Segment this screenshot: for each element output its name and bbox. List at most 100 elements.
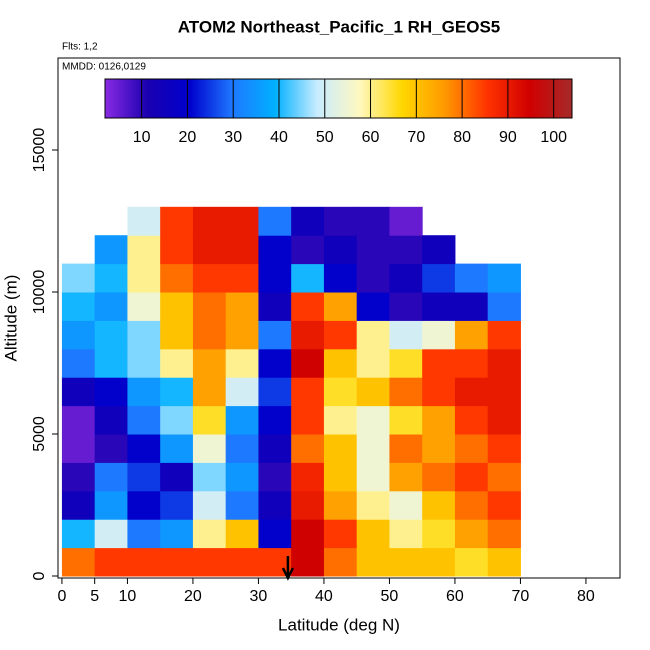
heatmap-cell — [192, 519, 227, 549]
heatmap-cell — [291, 377, 325, 407]
heatmap-cell — [487, 377, 521, 407]
heatmap-cell — [356, 434, 390, 463]
heatmap-cell — [323, 348, 358, 378]
heatmap-cell — [291, 519, 325, 549]
heatmap-cell — [94, 235, 128, 265]
heatmap-cell — [487, 292, 521, 321]
heatmap-cell — [258, 519, 292, 549]
heatmap-cell — [356, 235, 390, 265]
colorbar-tick-label: 50 — [316, 129, 334, 146]
heatmap-cell — [225, 405, 259, 435]
heatmap-cell — [160, 462, 194, 492]
heatmap-cell — [61, 519, 96, 549]
heatmap-cell — [61, 320, 96, 350]
annotation-box — [59, 59, 151, 73]
heatmap-cell — [192, 405, 227, 435]
heatmap-cell — [323, 320, 358, 350]
heatmap-cell — [323, 206, 358, 236]
heatmap-cell — [291, 206, 325, 236]
heatmap-cell — [356, 490, 390, 520]
dates-note: MMDD: 0126,0129 — [62, 62, 146, 73]
heatmap-cell — [291, 434, 325, 463]
heatmap-cell — [192, 292, 227, 321]
heatmap-cell — [61, 490, 96, 520]
heatmap-cell — [291, 462, 325, 492]
heatmap-cell — [160, 490, 194, 520]
heatmap-cell — [323, 292, 358, 321]
heatmap-cell — [225, 377, 259, 407]
heatmap-cell — [160, 405, 194, 435]
heatmap-cell — [422, 519, 456, 549]
heatmap-cell — [323, 547, 358, 577]
heatmap-cell — [127, 405, 161, 435]
heatmap-cell — [291, 348, 325, 378]
heatmap-cell — [454, 348, 489, 378]
colorbar-tick-label: 90 — [499, 129, 517, 146]
heatmap-cell — [454, 490, 489, 520]
heatmap-cell — [422, 348, 456, 378]
heatmap-cell — [225, 206, 259, 236]
heatmap-cell — [422, 405, 456, 435]
heatmap-cell — [422, 434, 456, 463]
heatmap-cell — [487, 519, 521, 549]
heatmap-cell — [127, 263, 161, 293]
heatmap-cell — [61, 547, 96, 577]
heatmap-cell — [323, 519, 358, 549]
heatmap-cell — [323, 263, 358, 293]
heatmap-cell — [127, 235, 161, 265]
heatmap-cell — [323, 235, 358, 265]
heatmap-cell — [356, 263, 390, 293]
heatmap-cell — [422, 462, 456, 492]
heatmap-cell — [94, 519, 128, 549]
heatmap-cell — [192, 348, 227, 378]
heatmap-cell — [323, 377, 358, 407]
heatmap-cell — [258, 490, 292, 520]
heatmap-cell — [94, 320, 128, 350]
arrow-head — [281, 567, 295, 581]
heatmap-cell — [258, 462, 292, 492]
heatmap-cell — [127, 547, 161, 577]
heatmap-cell — [225, 490, 259, 520]
heatmap-cell — [487, 348, 521, 378]
heatmap-cell — [94, 377, 128, 407]
heatmap-cell — [487, 462, 521, 492]
heatmap-cell — [389, 519, 423, 549]
heatmap-cell — [94, 263, 128, 293]
heatmap-cell — [258, 405, 292, 435]
heatmap-cell — [160, 206, 194, 236]
heatmap-cell — [192, 462, 227, 492]
heatmap-cell — [487, 490, 521, 520]
heatmap-cell — [225, 547, 259, 577]
colorbar — [104, 78, 573, 119]
heatmap-cell — [389, 547, 423, 577]
heatmap-cell — [454, 434, 489, 463]
colorbar-tick-label: 70 — [407, 129, 425, 146]
heatmap-cell — [258, 434, 292, 463]
colorbar-tick-label: 10 — [133, 129, 151, 146]
heatmap-cell — [258, 377, 292, 407]
heatmap-cell — [389, 206, 423, 236]
colorbar-tick-label: 40 — [270, 129, 288, 146]
heatmap-cell — [291, 547, 325, 577]
heatmap-cell — [454, 320, 489, 350]
heatmap-cell — [356, 320, 390, 350]
heatmap-cell — [389, 434, 423, 463]
heatmap-cell — [389, 377, 423, 407]
heatmap-cell — [356, 462, 390, 492]
heatmap-cell — [94, 348, 128, 378]
heatmap-cell — [487, 434, 521, 463]
x-tick-label: 5 — [90, 588, 99, 605]
x-tick-label: 60 — [446, 588, 464, 605]
heatmap-cell — [389, 490, 423, 520]
heatmap-cell — [258, 206, 292, 236]
x-tick-label: 30 — [250, 588, 268, 605]
colorbar-tick-label: 80 — [453, 129, 471, 146]
heatmap-cell — [225, 320, 259, 350]
heatmap-cell — [61, 405, 96, 435]
heatmap-cell — [225, 434, 259, 463]
heatmap-cell — [422, 292, 456, 321]
heatmap-cell — [454, 377, 489, 407]
heatmap-cell — [356, 405, 390, 435]
heatmap-cell — [487, 263, 521, 293]
